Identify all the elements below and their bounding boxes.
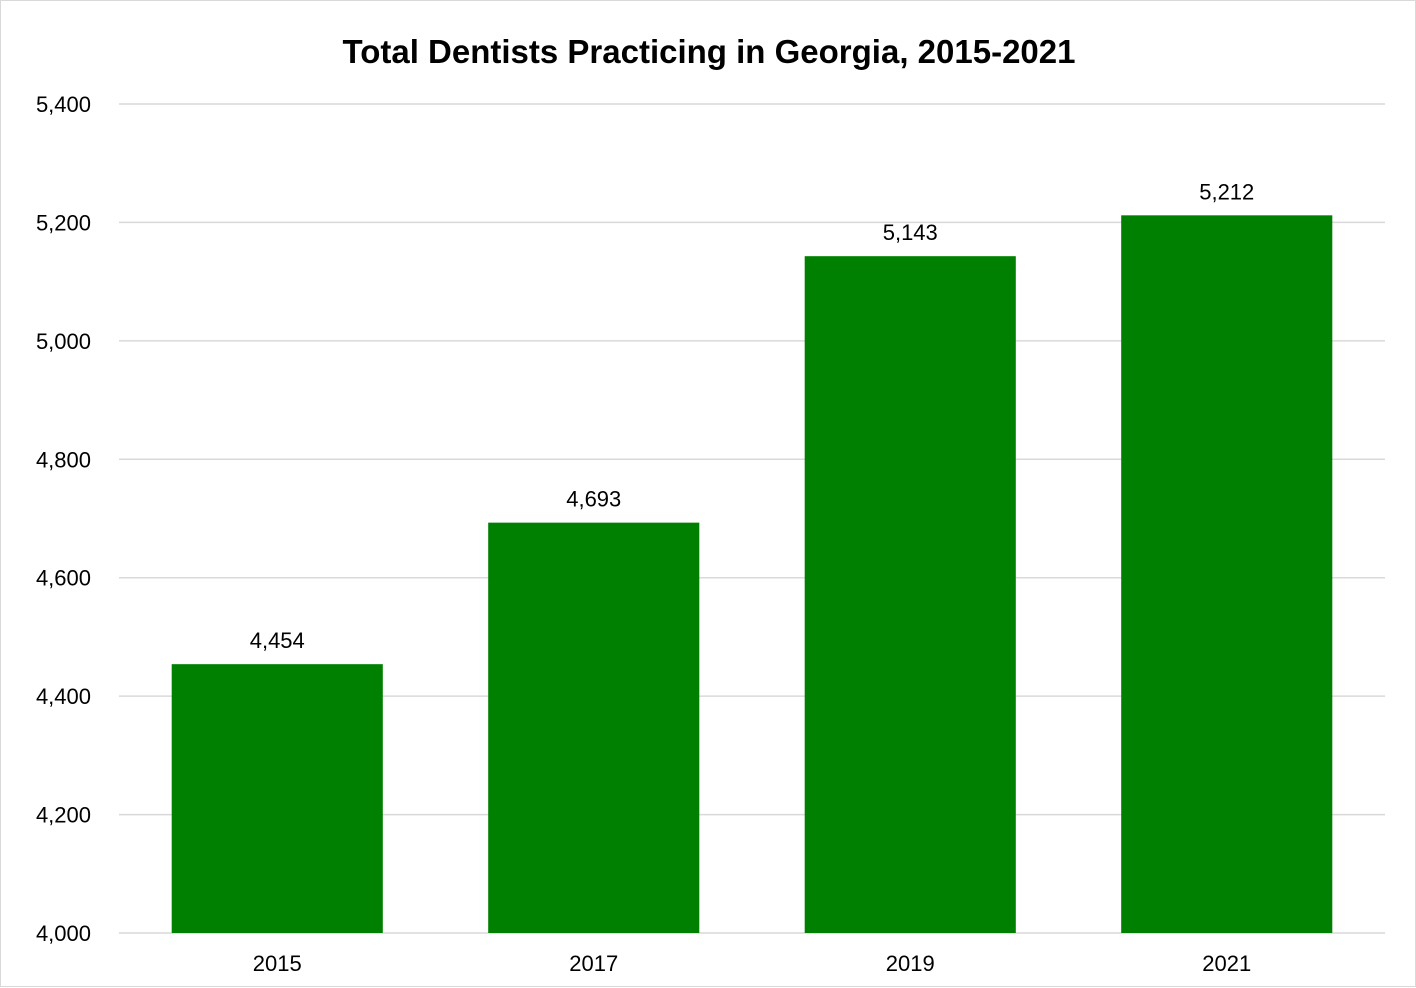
bar-2019	[805, 256, 1016, 933]
y-axis-tick-labels: 4,000 4,200 4,400 4,600 4,800 5,000 5,200 5,400	[36, 92, 91, 946]
y-tick-label: 4,000	[36, 921, 91, 946]
y-tick-label: 4,200	[36, 803, 91, 828]
y-tick-label: 4,800	[36, 447, 91, 472]
x-axis-tick-labels: 2015 2017 2019 2021	[253, 951, 1251, 976]
x-tick-label-2019: 2019	[886, 951, 935, 976]
y-tick-label: 5,000	[36, 329, 91, 354]
chart-title: Total Dentists Practicing in Georgia, 20…	[343, 33, 1076, 70]
data-label-2017: 4,693	[566, 487, 621, 512]
data-label-2015: 4,454	[250, 628, 305, 653]
data-labels: 4,454 4,693 5,143 5,212	[250, 179, 1255, 653]
bar-2017	[488, 523, 699, 933]
x-tick-label-2015: 2015	[253, 951, 302, 976]
bars	[172, 215, 1333, 933]
bar-2015	[172, 664, 383, 933]
y-tick-label: 5,200	[36, 210, 91, 235]
bar-2021	[1121, 215, 1332, 933]
y-tick-label: 5,400	[36, 92, 91, 117]
data-label-2021: 5,212	[1199, 179, 1254, 204]
x-tick-label-2021: 2021	[1202, 951, 1251, 976]
y-tick-label: 4,600	[36, 566, 91, 591]
x-tick-label-2017: 2017	[569, 951, 618, 976]
y-tick-label: 4,400	[36, 684, 91, 709]
data-label-2019: 5,143	[883, 220, 938, 245]
